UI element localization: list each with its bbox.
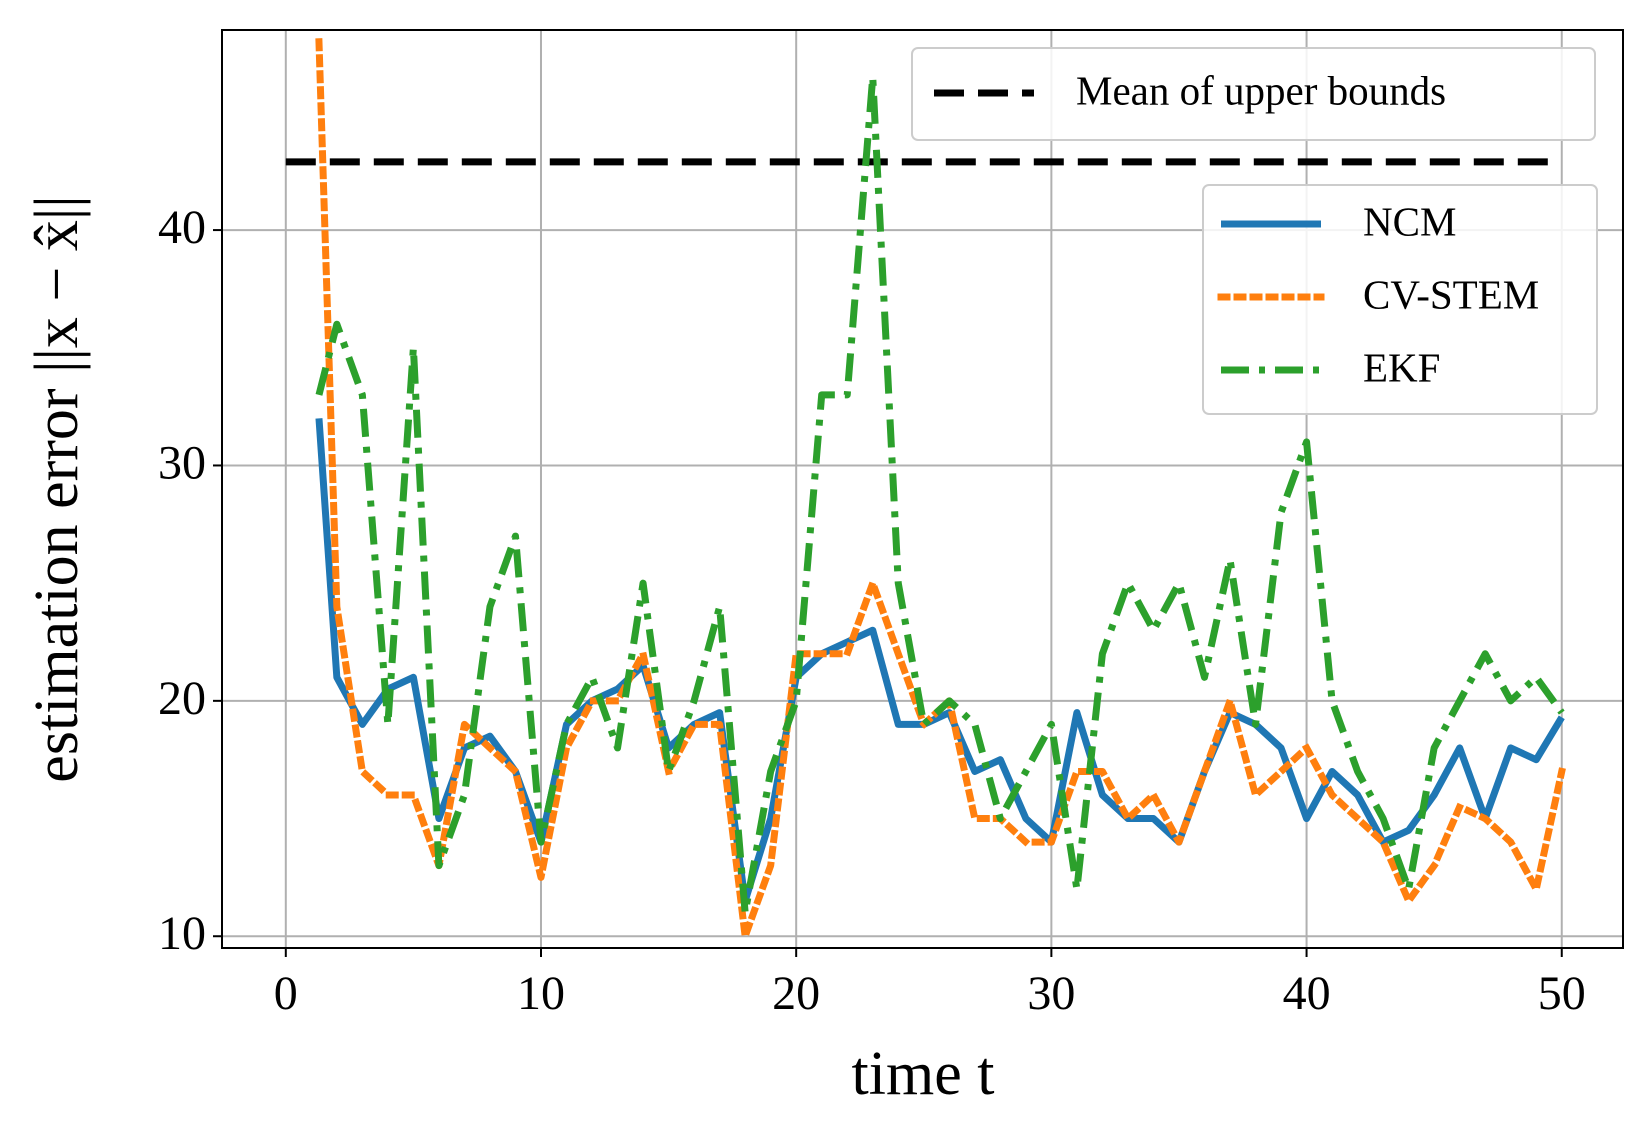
legend-label: Mean of upper bounds [1076, 67, 1446, 113]
x-tick-label: 0 [274, 967, 298, 1020]
y-axis-label: estimation error ||x − x̂|| [23, 195, 91, 782]
legend-box [911, 47, 1596, 141]
legend-label: NCM [1363, 198, 1456, 244]
y-tick-label: 40 [158, 201, 206, 254]
series-line [315, 38, 1566, 940]
legend-box [1202, 184, 1598, 415]
y-tick-label: 20 [158, 672, 206, 725]
series-line [315, 73, 1565, 917]
y-tick-label: 30 [158, 436, 206, 489]
series-line [315, 418, 1565, 905]
x-tick-label: 20 [772, 967, 820, 1020]
x-axis-label: time t [852, 1040, 995, 1108]
legend-label: EKF [1363, 344, 1440, 390]
y-tick-label: 10 [158, 907, 206, 960]
x-tick-label: 50 [1538, 967, 1586, 1020]
x-tick-label: 40 [1283, 967, 1331, 1020]
legend-label: CV-STEM [1363, 271, 1539, 317]
x-tick-label: 10 [517, 967, 565, 1020]
x-tick-label: 30 [1027, 967, 1075, 1020]
plot-frame [221, 29, 1624, 949]
